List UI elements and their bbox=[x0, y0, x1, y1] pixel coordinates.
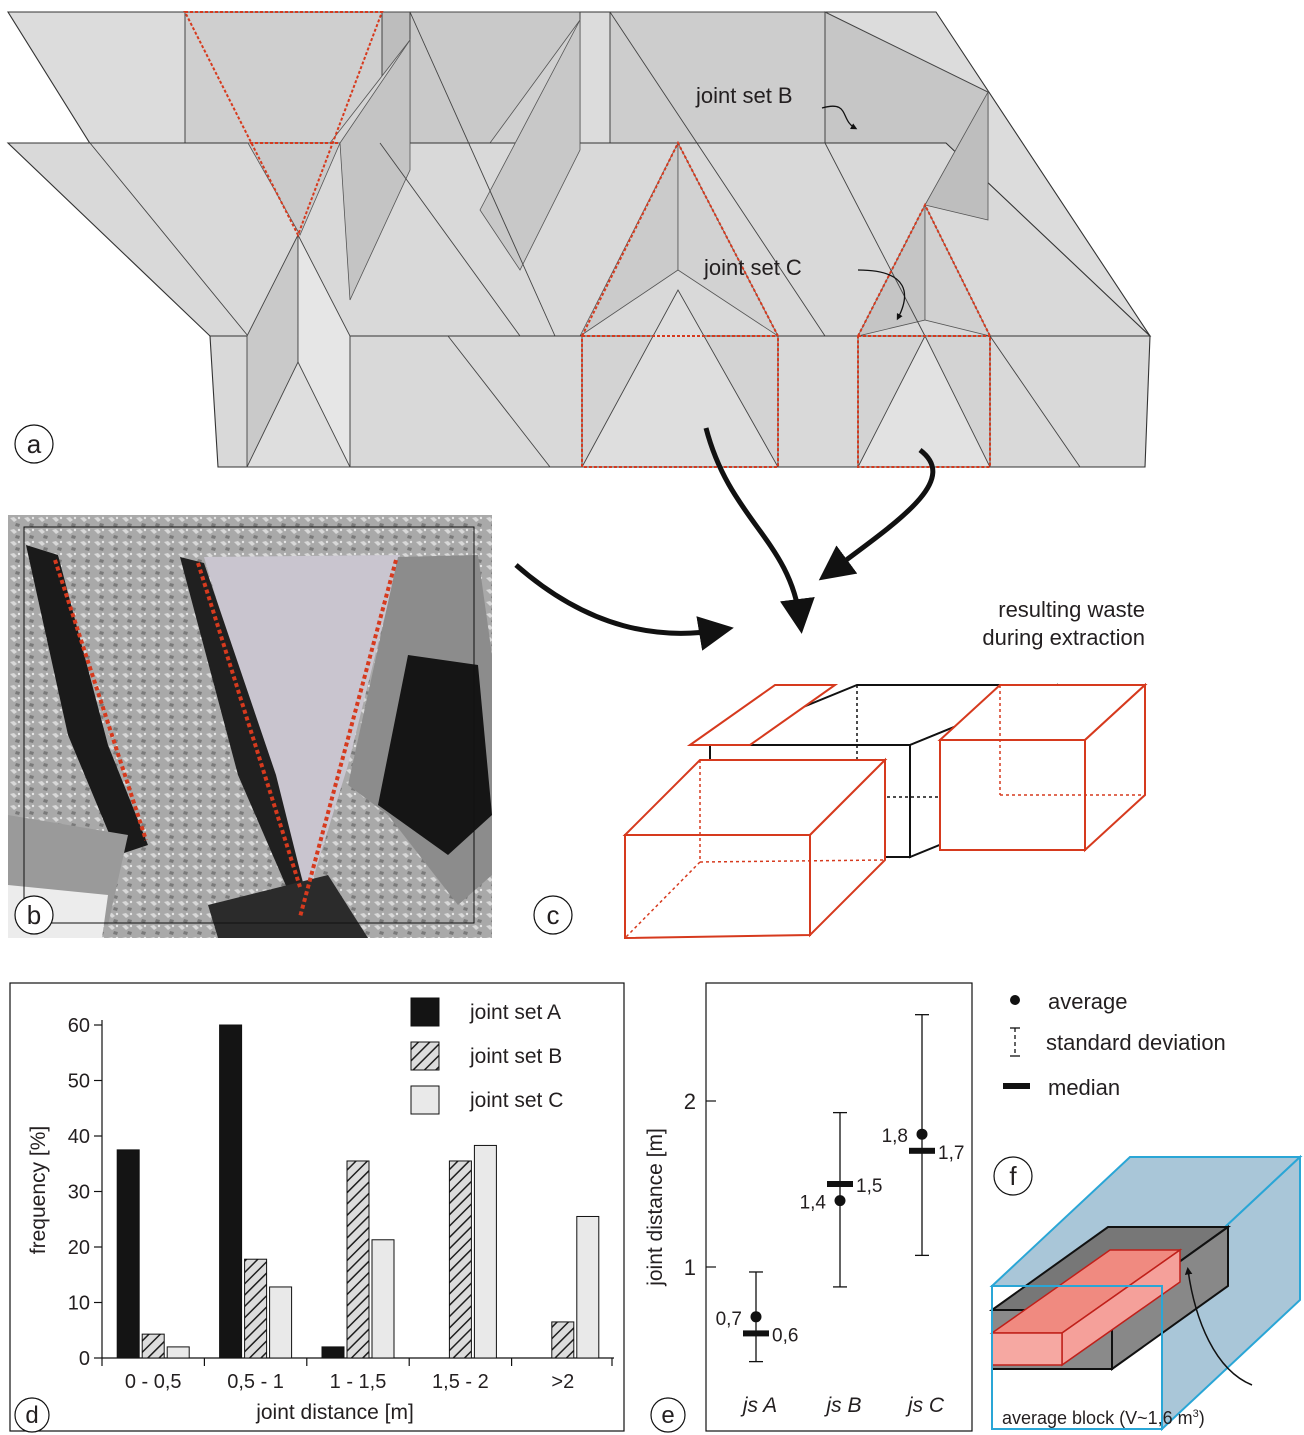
legend-swatch-joint-set-c bbox=[410, 1085, 440, 1115]
chart-d: 0 10 20 30 40 50 60 0 - 0,5 0,5 - 1 1 - 1,5 1,5 - … bbox=[68, 997, 614, 1393]
chart-d-ytick-label: 50 bbox=[68, 1071, 90, 1093]
bar-joint-set-b bbox=[551, 1321, 575, 1359]
legend-average-label: average bbox=[1048, 989, 1128, 1014]
panel-letter-circle-f bbox=[993, 1156, 1033, 1196]
chart-d-ylabel: frequency [%] bbox=[27, 1126, 50, 1254]
chart-d-xlabel: joint distance [m] bbox=[255, 1401, 414, 1424]
waste-caption-line1: resulting waste bbox=[998, 597, 1145, 622]
joint-model-3d bbox=[6, 11, 1152, 468]
median-value-label: 1,5 bbox=[856, 1176, 882, 1197]
chart-e-ytick-label: 1 bbox=[684, 1255, 696, 1280]
label-joint-set-c: joint set C bbox=[703, 255, 802, 280]
chart-d-xtick-label: >2 bbox=[551, 1371, 574, 1393]
chart-d-xtick-label: 0,5 - 1 bbox=[227, 1371, 284, 1393]
panel-letter-d: d bbox=[25, 1402, 38, 1429]
bar-joint-set-a bbox=[116, 1149, 140, 1359]
median-value-label: 1,7 bbox=[938, 1143, 964, 1164]
average-marker bbox=[834, 1195, 846, 1207]
average-block-diagram bbox=[988, 1154, 1303, 1432]
arrow-photo-to-block bbox=[514, 563, 734, 651]
median-marker bbox=[743, 1330, 769, 1337]
panel-letter-e: e bbox=[661, 1402, 674, 1429]
chart-e-ytick-label: 2 bbox=[684, 1089, 696, 1114]
arrow-jointset-b-to-block bbox=[703, 427, 815, 634]
bar-joint-set-b bbox=[141, 1333, 165, 1359]
chart-d-xtick-label: 1 - 1,5 bbox=[330, 1371, 387, 1393]
bar-joint-set-b bbox=[346, 1160, 370, 1359]
chart-d-ytick-label: 40 bbox=[68, 1126, 90, 1148]
panel-letter-b: b bbox=[27, 900, 41, 930]
chart-e-category-label: js B bbox=[823, 1394, 861, 1417]
panel-letter-circle-b bbox=[14, 895, 54, 935]
average-value-label: 1,4 bbox=[800, 1193, 827, 1214]
chart-e-category-label: js C bbox=[905, 1394, 945, 1417]
legend-std-marker bbox=[1010, 1027, 1020, 1057]
average-marker bbox=[750, 1311, 762, 1323]
legend-median-label: median bbox=[1048, 1075, 1120, 1100]
waste-caption-line2: during extraction bbox=[982, 625, 1145, 650]
legend-label-joint-set-b: joint set B bbox=[469, 1045, 562, 1068]
panel-letter-circle-c bbox=[533, 895, 573, 935]
chart-d-xtick-label: 1,5 - 2 bbox=[432, 1371, 489, 1393]
panel-letter-f: f bbox=[1009, 1161, 1017, 1191]
chart-d-frame bbox=[9, 982, 625, 1432]
legend-std-label: standard deviation bbox=[1046, 1030, 1226, 1055]
bar-joint-set-b bbox=[244, 1258, 268, 1359]
chart-d-ytick-label: 30 bbox=[68, 1182, 90, 1204]
arrow-joint-set-c bbox=[857, 269, 906, 321]
panel-letter-circle-d bbox=[14, 1397, 50, 1433]
average-block-caption: average block (V~1,6 m3) bbox=[1002, 1408, 1205, 1428]
chart-d-ytick-label: 0 bbox=[79, 1348, 90, 1370]
legend-median-marker bbox=[1003, 1083, 1030, 1089]
chart-e-category-label: js A bbox=[740, 1394, 777, 1417]
bar-joint-set-c bbox=[166, 1346, 190, 1359]
median-value-label: 0,6 bbox=[772, 1325, 798, 1346]
average-marker bbox=[916, 1128, 928, 1140]
legend-label-joint-set-a: joint set A bbox=[469, 1001, 561, 1024]
arrow-joint-set-b bbox=[821, 105, 858, 130]
legend-average-marker bbox=[1010, 995, 1020, 1005]
chart-d-ytick-label: 20 bbox=[68, 1237, 90, 1259]
bar-joint-set-a bbox=[321, 1346, 345, 1359]
chart-d-ytick-label: 60 bbox=[68, 1015, 90, 1037]
arrow-average-block bbox=[1184, 1267, 1253, 1386]
bar-joint-set-a bbox=[219, 1024, 243, 1359]
chart-d-xtick-label: 0 - 0,5 bbox=[125, 1371, 182, 1393]
median-marker bbox=[909, 1147, 935, 1154]
bar-joint-set-c bbox=[371, 1239, 395, 1359]
panel-letter-circle-a bbox=[14, 424, 54, 464]
legend-swatch-joint-set-b bbox=[410, 1041, 440, 1071]
panel-letter-a: a bbox=[27, 429, 42, 459]
chart-e-ylabel: joint distance [m] bbox=[644, 1128, 667, 1287]
average-value-label: 1,8 bbox=[882, 1126, 908, 1147]
waste-block-diagram bbox=[622, 682, 1148, 940]
median-marker bbox=[827, 1181, 853, 1187]
arrow-jointset-c-to-block bbox=[818, 448, 936, 581]
chart-e-frame bbox=[705, 982, 973, 1432]
legend-label-joint-set-c: joint set C bbox=[469, 1089, 563, 1112]
legend-swatch-joint-set-a bbox=[410, 997, 440, 1027]
panel-letter-circle-e bbox=[650, 1397, 686, 1433]
bar-joint-set-c bbox=[269, 1286, 293, 1359]
bar-joint-set-c bbox=[576, 1215, 600, 1359]
average-value-label: 0,7 bbox=[716, 1309, 742, 1330]
bar-joint-set-c bbox=[473, 1144, 497, 1359]
panel-letter-c: c bbox=[547, 900, 560, 930]
chart-e: 1 2 0,7 0,6 js A 1,4 1,5 js B 1,8 1,7 js C bbox=[684, 1014, 964, 1417]
label-joint-set-b: joint set B bbox=[695, 83, 793, 108]
bar-joint-set-b bbox=[448, 1160, 472, 1359]
chart-d-ytick-label: 10 bbox=[68, 1293, 90, 1315]
